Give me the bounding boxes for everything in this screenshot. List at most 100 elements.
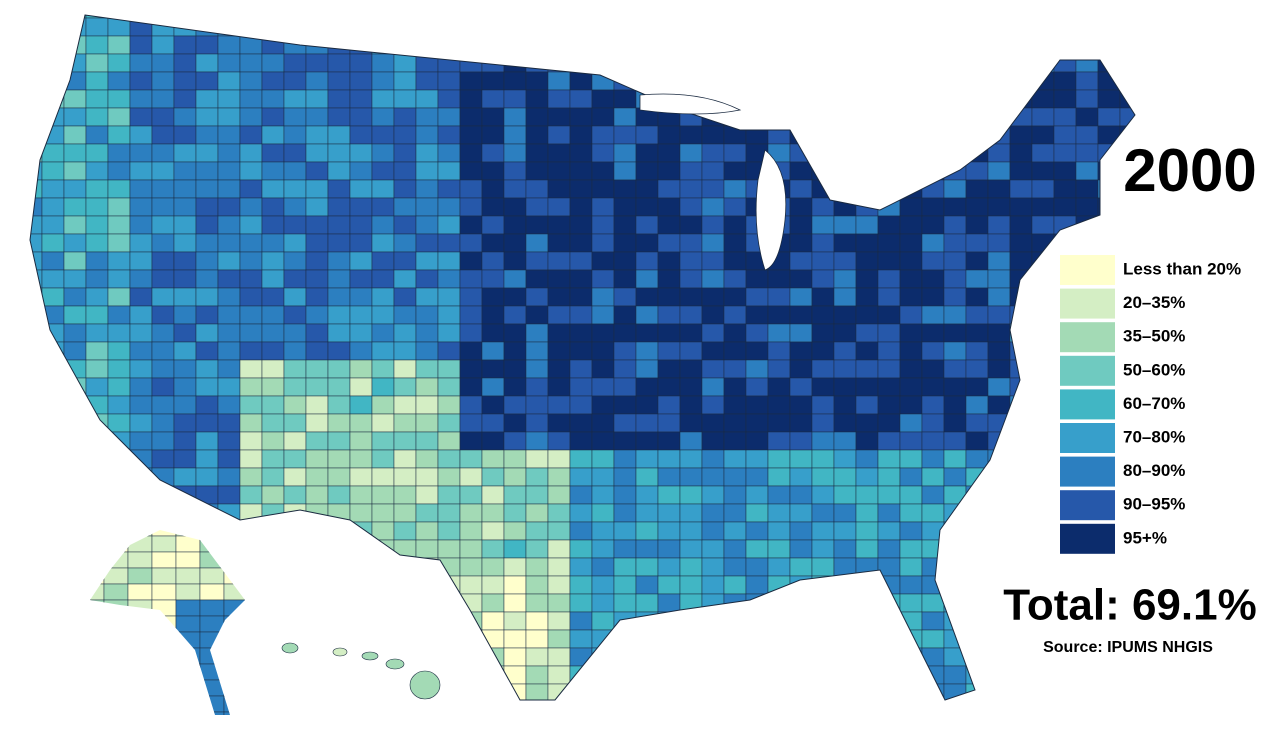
county — [613, 161, 637, 181]
county — [261, 575, 285, 595]
county — [1009, 251, 1033, 271]
county — [261, 71, 285, 91]
county — [85, 629, 109, 649]
county — [129, 143, 153, 163]
county — [415, 89, 439, 109]
borough — [223, 530, 245, 537]
county — [811, 341, 835, 361]
county — [305, 485, 329, 505]
county — [547, 503, 571, 523]
county — [371, 557, 395, 577]
county — [129, 251, 153, 271]
county — [547, 35, 571, 55]
county — [41, 503, 65, 523]
county — [943, 395, 967, 415]
county — [151, 71, 175, 91]
county — [679, 269, 703, 289]
county — [283, 503, 307, 523]
county — [1031, 305, 1055, 325]
county — [877, 503, 901, 523]
county — [327, 161, 351, 181]
county — [811, 53, 835, 73]
county — [877, 395, 901, 415]
county — [393, 305, 417, 325]
legend-swatch — [1060, 255, 1115, 285]
county — [85, 35, 109, 55]
county — [1119, 89, 1135, 109]
hawaii — [281, 642, 441, 700]
county — [591, 197, 615, 217]
county — [41, 593, 65, 613]
county — [525, 377, 549, 397]
county — [437, 341, 461, 361]
county — [459, 125, 483, 145]
county — [745, 521, 769, 541]
county — [481, 593, 505, 613]
county — [569, 341, 593, 361]
county — [789, 503, 813, 523]
county — [723, 161, 747, 181]
county — [877, 89, 901, 109]
county — [701, 15, 725, 19]
county — [503, 413, 527, 433]
county — [1031, 539, 1055, 559]
county — [437, 323, 461, 343]
county — [899, 17, 923, 37]
county — [415, 305, 439, 325]
county — [1031, 683, 1055, 700]
county — [789, 143, 813, 163]
county — [591, 323, 615, 343]
county — [30, 323, 43, 343]
county — [415, 557, 439, 577]
county — [635, 179, 659, 199]
county — [789, 89, 813, 109]
county — [239, 539, 263, 559]
county — [525, 125, 549, 145]
county — [261, 647, 285, 667]
county — [899, 485, 923, 505]
county — [327, 125, 351, 145]
county — [745, 377, 769, 397]
county — [921, 233, 945, 253]
county — [899, 287, 923, 307]
county — [30, 557, 43, 577]
county — [679, 575, 703, 595]
county — [987, 215, 1011, 235]
county — [393, 359, 417, 379]
county — [789, 467, 813, 487]
county — [965, 431, 989, 451]
county — [41, 17, 65, 37]
county — [613, 395, 637, 415]
county — [1031, 71, 1055, 91]
county — [217, 251, 241, 271]
county — [811, 215, 835, 235]
county — [921, 215, 945, 235]
county — [745, 323, 769, 343]
county — [921, 269, 945, 289]
county — [745, 125, 769, 145]
county — [129, 35, 153, 55]
county — [811, 323, 835, 343]
county — [349, 377, 373, 397]
county — [657, 413, 681, 433]
county — [855, 485, 879, 505]
county — [349, 593, 373, 613]
county — [305, 449, 329, 469]
county — [30, 15, 43, 19]
county — [591, 107, 615, 127]
county — [569, 143, 593, 163]
county — [855, 89, 879, 109]
county — [239, 143, 263, 163]
county — [833, 251, 857, 271]
county — [195, 15, 219, 19]
borough — [248, 712, 272, 728]
county — [723, 17, 747, 37]
county — [570, 702, 592, 720]
county — [107, 503, 131, 523]
county — [899, 15, 923, 19]
county — [569, 15, 593, 19]
county — [789, 359, 813, 379]
county — [195, 449, 219, 469]
county — [526, 702, 548, 720]
borough — [90, 663, 105, 681]
